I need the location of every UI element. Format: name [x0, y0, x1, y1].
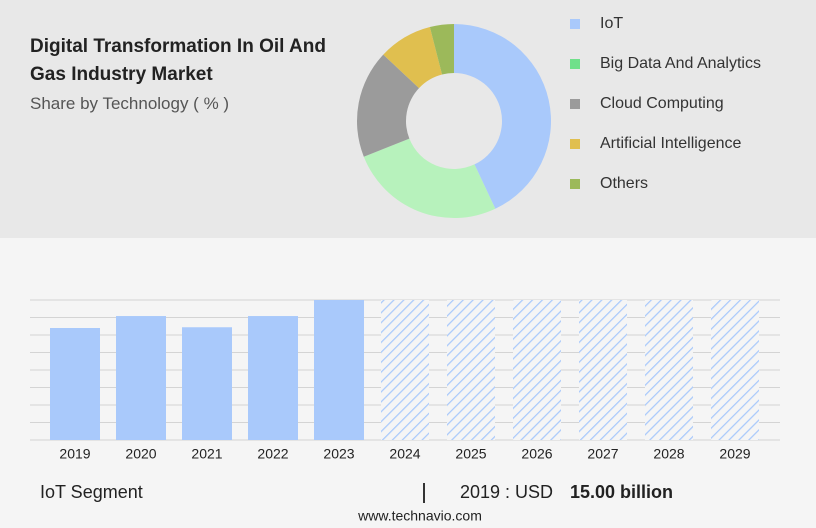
donut-slice — [357, 54, 420, 157]
donut-slice — [363, 138, 496, 218]
donut-slice — [454, 24, 551, 209]
legend-swatch — [570, 139, 580, 149]
highlight-label: 2019 : USD — [460, 482, 553, 502]
x-tick-label: 2027 — [587, 446, 618, 462]
legend-label: IoT — [600, 15, 623, 32]
donut-slice — [383, 27, 443, 89]
highlight-value: 15.00 billion — [570, 482, 673, 502]
x-tick-label: 2019 — [59, 446, 90, 462]
x-tick-label: 2029 — [719, 446, 750, 462]
bar — [182, 327, 232, 440]
x-tick-label: 2022 — [257, 446, 288, 462]
legend-swatch — [570, 19, 580, 29]
bar — [314, 300, 364, 440]
chart-title: Digital Transformation In Oil And Gas In… — [30, 36, 326, 85]
x-tick-label: 2020 — [125, 446, 156, 462]
legend-label: Big Data And Analytics — [600, 55, 761, 72]
chart-subtitle: Share by Technology ( % ) — [30, 94, 230, 113]
x-tick-label: 2026 — [521, 446, 552, 462]
donut-slice — [429, 24, 454, 75]
forecast-placeholder — [513, 300, 561, 440]
x-tick-label: 2025 — [455, 446, 486, 462]
source: www.technavio.com — [357, 508, 482, 524]
legend-label: Artificial Intelligence — [600, 135, 742, 152]
x-tick-label: 2024 — [389, 446, 420, 462]
legend-swatch — [570, 99, 580, 109]
x-tick-label: 2028 — [653, 446, 684, 462]
forecast-placeholder — [381, 300, 429, 440]
x-tick-label: 2023 — [323, 446, 354, 462]
legend-swatch — [570, 59, 580, 69]
forecast-placeholder — [447, 300, 495, 440]
forecast-placeholder — [645, 300, 693, 440]
legend-label: Others — [600, 175, 648, 192]
bar — [50, 328, 100, 440]
forecast-placeholder — [711, 300, 759, 440]
legend-label: Cloud Computing — [600, 95, 724, 112]
bar — [248, 316, 298, 440]
forecast-placeholder — [579, 300, 627, 440]
segment-label: IoT Segment — [40, 482, 143, 502]
bar — [116, 316, 166, 440]
legend-swatch — [570, 179, 580, 189]
x-tick-label: 2021 — [191, 446, 222, 462]
